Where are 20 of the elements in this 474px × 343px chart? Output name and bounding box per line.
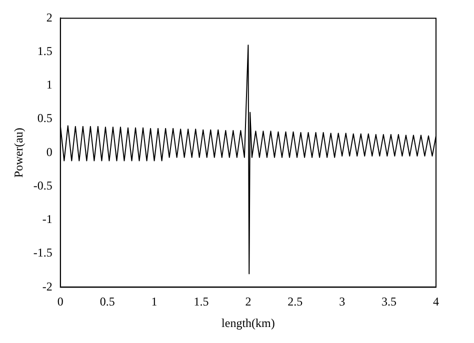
x-tick-label: 0: [57, 294, 64, 309]
x-tick-label: 4: [433, 294, 439, 309]
y-tick-label: 1.5: [37, 44, 52, 58]
x-tick-label: 1.5: [194, 294, 209, 309]
y-tick-label: 0: [46, 144, 52, 159]
y-tick-label: -1: [42, 212, 52, 226]
y-tick-label: -1.5: [33, 246, 52, 260]
x-tick-label: 2: [245, 294, 252, 309]
x-tick-label: 2.5: [288, 294, 303, 309]
x-tick-label: 3: [339, 294, 346, 309]
x-tick-label: 3.5: [382, 294, 397, 309]
y-tick-label: -0.5: [33, 178, 52, 192]
y-axis-title: Power(au): [11, 128, 26, 178]
y-tick-label: 1: [46, 78, 52, 92]
x-tick-label: 1: [151, 294, 158, 309]
y-tick-label: 0.5: [37, 111, 52, 126]
x-axis-title: length(km): [222, 316, 275, 330]
x-tick-label: 0.5: [100, 294, 115, 309]
y-tick-label: 2: [46, 10, 52, 24]
y-tick-label: -2: [42, 279, 52, 294]
